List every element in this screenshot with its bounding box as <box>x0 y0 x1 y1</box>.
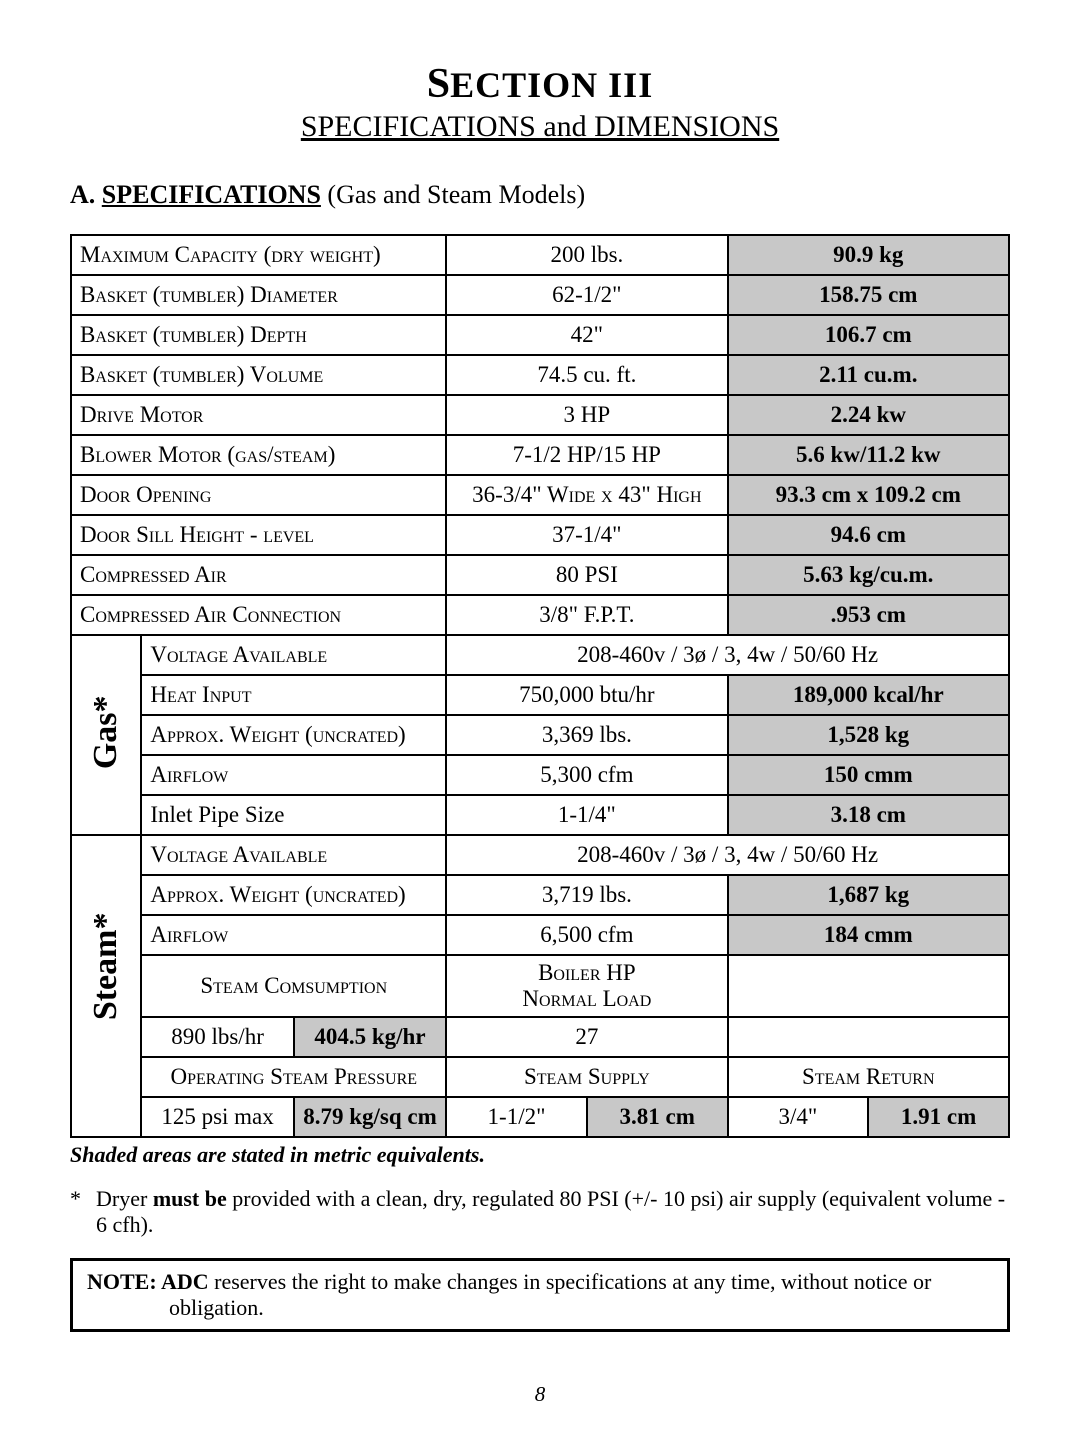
table-row: 125 psi max 8.79 kg/sq cm 1-1/2" 3.81 cm… <box>71 1097 1009 1137</box>
note-label: NOTE: ADC <box>87 1269 209 1294</box>
table-row: Door Sill Height - level37-1/4"94.6 cm <box>71 515 1009 555</box>
asterisk-star: * <box>70 1186 96 1238</box>
table-row: Operating Steam Pressure Steam Supply St… <box>71 1057 1009 1097</box>
empty-cell <box>728 955 1009 1017</box>
table-row: Door Opening36-3/4" Wide x 43" High93.3 … <box>71 475 1009 515</box>
table-row: Basket (tumbler) Diameter62-1/2"158.75 c… <box>71 275 1009 315</box>
table-row: Inlet Pipe Size1-1/4"3.18 cm <box>71 795 1009 835</box>
gas-rot-header: Gas* <box>71 635 141 835</box>
table-row: Gas* Voltage Available 208-460v / 3ø / 3… <box>71 635 1009 675</box>
subtitle: SPECIFICATIONS and DIMENSIONS <box>70 110 1010 144</box>
shaded-note: Shaded areas are stated in metric equiva… <box>70 1142 1010 1168</box>
section-paren: (Gas and Steam Models) <box>321 180 585 209</box>
table-row: Approx. Weight (uncrated)3,369 lbs.1,528… <box>71 715 1009 755</box>
table-row: Maximum Capacity (dry weight)200 lbs.90.… <box>71 235 1009 275</box>
table-row: Drive Motor3 HP2.24 kw <box>71 395 1009 435</box>
spec-value: 200 lbs. <box>446 235 727 275</box>
table-row: Steam Comsumption Boiler HP Normal Load <box>71 955 1009 1017</box>
spec-table: Maximum Capacity (dry weight)200 lbs.90.… <box>70 234 1010 1138</box>
note-text: reserves the right to make changes in sp… <box>209 1269 932 1294</box>
table-row: Airflow6,500 cfm184 cmm <box>71 915 1009 955</box>
section-letter: A. <box>70 180 95 209</box>
table-row: Compressed Air80 PSI5.63 kg/cu.m. <box>71 555 1009 595</box>
spec-label: Maximum Capacity (dry weight) <box>71 235 446 275</box>
title-rest: ECTION III <box>450 65 653 105</box>
table-row: Blower Motor (gas/steam)7-1/2 HP/15 HP5.… <box>71 435 1009 475</box>
section-header: A. SPECIFICATIONS (Gas and Steam Models) <box>70 180 1010 210</box>
boiler-hp-cell: Boiler HP Normal Load <box>446 955 727 1017</box>
table-row: Basket (tumbler) Volume74.5 cu. ft.2.11 … <box>71 355 1009 395</box>
page-number: 8 <box>70 1382 1010 1407</box>
empty-cell <box>728 1017 1009 1057</box>
note-indent: obligation. <box>169 1295 993 1321</box>
table-row: Heat Input750,000 btu/hr189,000 kcal/hr <box>71 675 1009 715</box>
section-label: SPECIFICATIONS <box>102 180 321 209</box>
table-row: Steam* Voltage Available 208-460v / 3ø /… <box>71 835 1009 875</box>
title-prefix: S <box>427 61 450 107</box>
table-row: Airflow5,300 cfm150 cmm <box>71 755 1009 795</box>
spec-metric: 90.9 kg <box>728 235 1009 275</box>
asterisk-note: * Dryer must be provided with a clean, d… <box>70 1186 1010 1238</box>
note-box: NOTE: ADC reserves the right to make cha… <box>70 1258 1010 1332</box>
section-title: SECTION III <box>70 60 1010 108</box>
table-row: 890 lbs/hr 404.5 kg/hr 27 <box>71 1017 1009 1057</box>
table-row: Approx. Weight (uncrated)3,719 lbs.1,687… <box>71 875 1009 915</box>
steam-rot-header: Steam* <box>71 835 141 1137</box>
table-row: Basket (tumbler) Depth42"106.7 cm <box>71 315 1009 355</box>
table-row: Compressed Air Connection3/8" F.P.T..953… <box>71 595 1009 635</box>
